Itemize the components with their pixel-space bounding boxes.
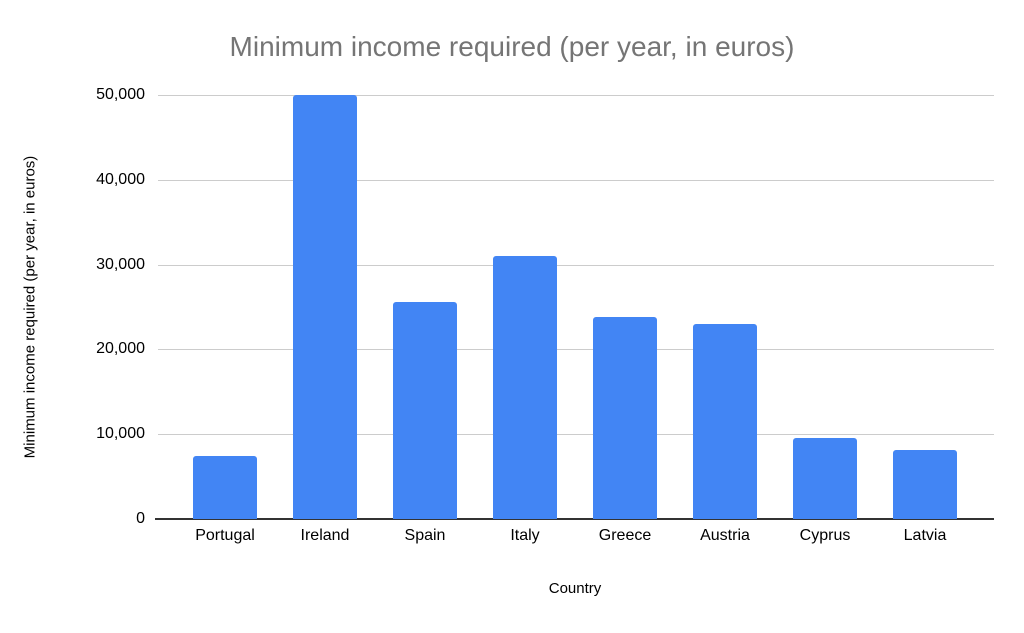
bar-spain <box>393 301 457 519</box>
y-tick-label: 0 <box>136 510 145 527</box>
bars-group <box>175 95 975 519</box>
x-tick-label-portugal: Portugal <box>195 527 255 544</box>
gridline <box>158 264 994 266</box>
plot-area <box>155 95 994 520</box>
y-tick-label: 40,000 <box>96 170 145 188</box>
bar-band-austria <box>675 95 775 519</box>
bar-band-italy <box>475 95 575 519</box>
bar-greece <box>593 317 657 519</box>
y-tick-label: 10,000 <box>96 425 145 443</box>
x-tick-label-italy: Italy <box>510 527 540 544</box>
bar-cyprus <box>793 438 857 519</box>
bar-italy <box>493 256 557 519</box>
y-axis-tick-labels: 0 10,000 20,000 30,000 40,000 50,000 <box>0 86 145 527</box>
y-tick-label: 20,000 <box>96 340 145 358</box>
gridline <box>158 95 994 96</box>
bar-band-latvia <box>875 95 975 519</box>
bar-ireland <box>293 95 357 519</box>
bar-band-portugal <box>175 95 275 519</box>
x-axis-title: Country <box>548 580 602 597</box>
x-tick-label-cyprus: Cyprus <box>799 527 851 544</box>
x-tick-label-austria: Austria <box>700 527 750 544</box>
x-tick-label-spain: Spain <box>404 527 446 544</box>
bar-portugal <box>193 456 257 519</box>
x-tick-label-ireland: Ireland <box>300 527 350 544</box>
x-axis-tick-labels: Portugal Ireland Spain Italy Greece Austria Cy… <box>175 527 975 545</box>
gridline <box>158 179 994 181</box>
bar-band-spain <box>375 95 475 519</box>
x-tick-label-greece: Greece <box>598 527 652 544</box>
x-tick-label-latvia: Latvia <box>903 527 947 544</box>
gridline <box>158 349 994 351</box>
gridline <box>158 434 994 436</box>
bar-austria <box>693 323 757 519</box>
bar-latvia <box>893 450 957 519</box>
y-tick-label: 50,000 <box>96 86 145 103</box>
chart-title: Minimum income required (per year, in eu… <box>229 31 795 62</box>
bar-band-greece <box>575 95 675 519</box>
y-tick-label: 30,000 <box>96 255 145 273</box>
bar-band-ireland <box>275 95 375 519</box>
x-axis-line <box>155 518 994 520</box>
bar-band-cyprus <box>775 95 875 519</box>
